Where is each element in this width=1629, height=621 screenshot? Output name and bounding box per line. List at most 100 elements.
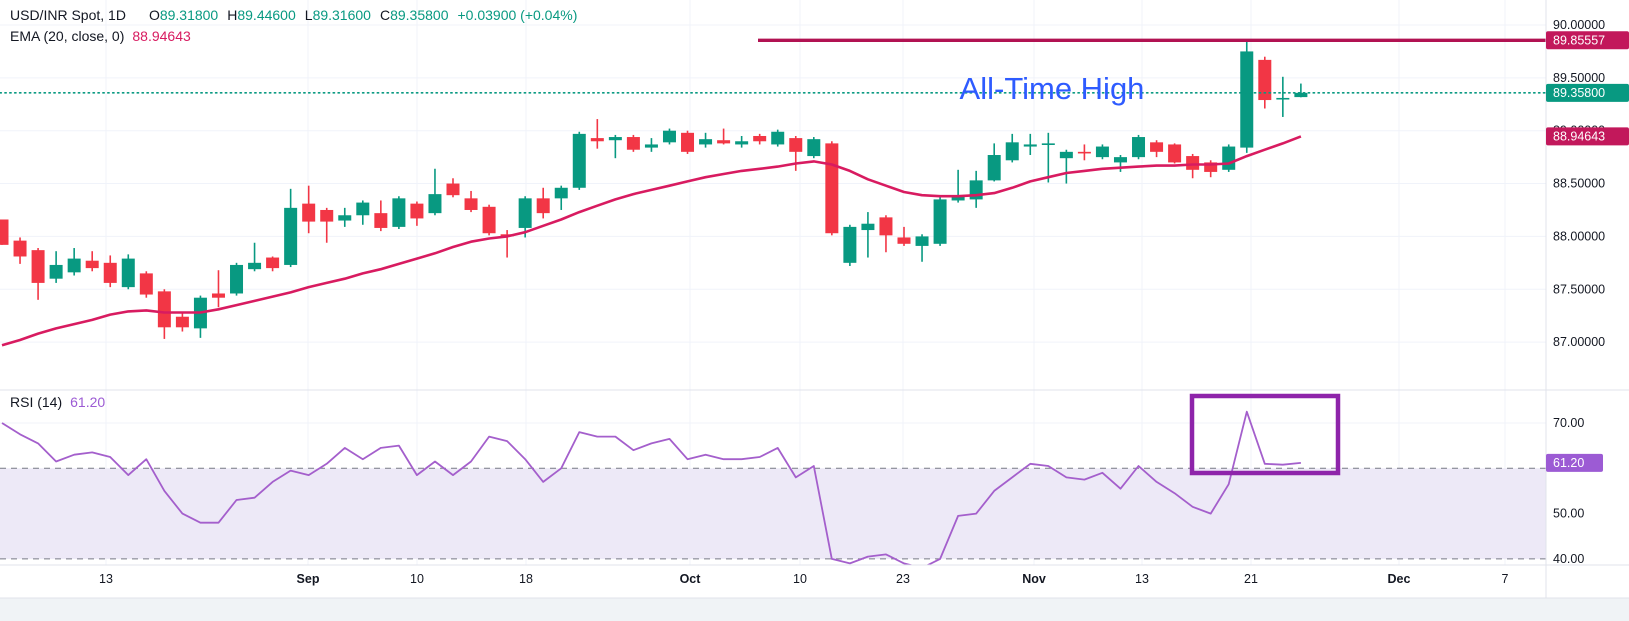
axis-tick-label: 88.50000 [1553,177,1605,191]
candle [284,188,298,268]
candle [626,134,640,152]
axis-tick-label: 87.50000 [1553,282,1605,296]
candle [789,135,803,171]
ohlc-value: 89.31800 [159,7,219,23]
candle [1095,144,1109,160]
time-axis-label: 10 [410,572,424,586]
candle [13,237,27,264]
candle [771,129,785,147]
time-axis-label: 18 [519,572,533,586]
axis-tick-label: 89.50000 [1553,71,1605,85]
ohlc-value: 89.35800 [390,7,449,23]
candle [302,185,316,234]
time-axis-label: 13 [99,572,113,586]
ema-line[interactable] [1,135,1302,347]
ema-legend[interactable]: EMA (20, close, 0) 88.94643 [10,28,191,44]
ema-legend-value: 88.94643 [132,28,191,44]
time-axis-label: 13 [1135,572,1149,586]
candle [590,119,604,149]
candle [266,256,280,272]
time-axis-label: Dec [1388,572,1411,586]
candle [338,207,352,227]
ohlc-readout: O89.31800 H89.44600 L89.31600 C89.35800 [140,7,449,23]
time-axis-label: 10 [793,572,807,586]
candle [1168,143,1182,164]
ath-text-annotation[interactable]: All-Time High [960,71,1145,106]
axis-tick-label: 40.00 [1553,552,1584,566]
candle [987,143,1001,182]
candle [230,262,244,296]
candle [681,130,695,154]
candle [807,137,821,159]
candle [1132,134,1146,160]
candle [157,289,171,339]
candle [644,138,658,152]
candle [518,196,532,238]
candle [0,219,9,245]
candle [1005,133,1019,163]
ohlc-letter: H [227,7,238,23]
candle [843,224,857,266]
candle [410,201,424,226]
candles-series[interactable] [0,40,1308,339]
candle [85,251,99,272]
candle [482,204,496,236]
candle [897,226,911,246]
rsi-highlight-rect[interactable] [1189,393,1341,476]
candle [67,248,81,276]
candle [699,132,713,148]
candle [1186,153,1200,179]
candle [1041,132,1055,183]
candle [1258,56,1272,109]
candle [608,134,622,159]
candle [103,255,117,288]
rsi-legend[interactable]: RSI (14) 61.20 [10,394,105,410]
ohlc-letter: L [304,7,313,23]
time-axis[interactable]: 13 Sep 10 18 Oct 10 23 Nov 13 21 Dec 7 [99,572,1508,586]
candle [31,248,45,300]
candle [374,200,388,232]
candle [1113,155,1127,172]
ohlc-value: 89.44600 [237,7,296,23]
svg-text:61.20: 61.20 [1553,456,1584,470]
candle [861,212,875,258]
ema-price-badge: 88.94643 [1546,127,1629,146]
candle [717,128,731,145]
candle [392,196,406,230]
candle [825,141,839,236]
time-axis-label: Oct [680,572,702,586]
candle [572,131,586,190]
candle [1059,149,1073,184]
ohlc-value: 89.31600 [312,7,371,23]
rsi-legend-value: 61.20 [70,394,106,410]
candle [248,242,262,272]
time-axis-label: 23 [896,572,910,586]
symbol-title[interactable]: USD/INR Spot, 1D [10,7,126,23]
candle [1276,76,1290,117]
ema-legend-label[interactable]: EMA (20, close, 0) [10,28,125,44]
rsi-pane[interactable] [0,410,1546,568]
svg-text:89.85557: 89.85557 [1553,33,1605,47]
price-axis[interactable]: 90.0000089.5000089.0000088.5000088.00000… [1546,18,1629,566]
axis-tick-label: 90.00000 [1553,18,1605,32]
axis-tick-label: 88.00000 [1553,229,1605,243]
svg-text:89.35800: 89.35800 [1553,86,1605,100]
rsi-line[interactable] [1,410,1301,568]
price-legend: USD/INR Spot, 1D O89.31800 H89.44600 L89.31… [10,7,577,23]
axis-tick-label: 87.00000 [1553,335,1605,349]
candle [879,215,893,253]
time-axis-label: Nov [1022,572,1046,586]
bottom-strip [0,598,1629,621]
candle [428,168,442,216]
ohlc-letter: O [148,7,160,23]
candle [915,234,929,262]
candle [320,207,334,243]
price-pane[interactable]: All-Time High [0,38,1546,347]
candle [211,270,225,308]
svg-text:88.94643: 88.94643 [1553,129,1605,143]
rsi-legend-label[interactable]: RSI (14) [10,394,63,410]
change-value: +0.03900 (+0.04%) [457,7,578,23]
